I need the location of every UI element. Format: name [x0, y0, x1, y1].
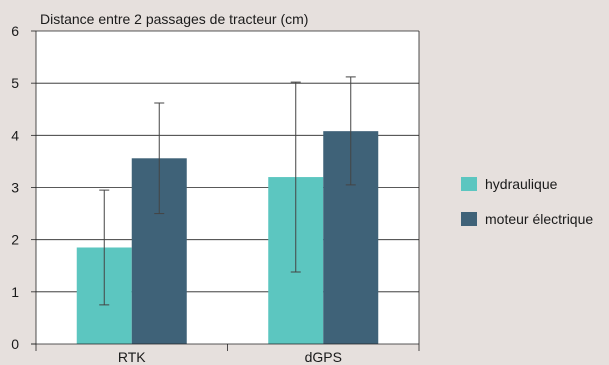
legend: hydraulique moteur électrique [461, 176, 593, 227]
y-tick-label-1: 1 [11, 284, 19, 300]
axes [31, 30, 420, 351]
y-tick-label-2: 2 [11, 232, 19, 248]
y-tick-label-6: 6 [11, 23, 19, 39]
y-tick-label-4: 4 [11, 127, 19, 143]
x-tick-label-dgps: dGPS [305, 349, 342, 365]
y-tick-label-3: 3 [11, 180, 19, 196]
legend-label-moteur-electrique: moteur électrique [485, 211, 593, 227]
y-tick-label-0: 0 [11, 336, 19, 352]
error-bars [99, 76, 356, 306]
legend-swatch-moteur-electrique [461, 212, 477, 226]
y-axis-tick-labels: 0 1 2 3 4 5 6 [11, 23, 19, 352]
legend-swatch-hydraulique [461, 177, 477, 191]
chart-title: Distance entre 2 passages de tracteur (c… [40, 11, 308, 27]
y-tick-label-5: 5 [11, 75, 19, 91]
legend-label-hydraulique: hydraulique [485, 176, 558, 192]
x-tick-label-rtk: RTK [118, 349, 146, 365]
x-axis-tick-labels: RTK dGPS [118, 349, 342, 365]
